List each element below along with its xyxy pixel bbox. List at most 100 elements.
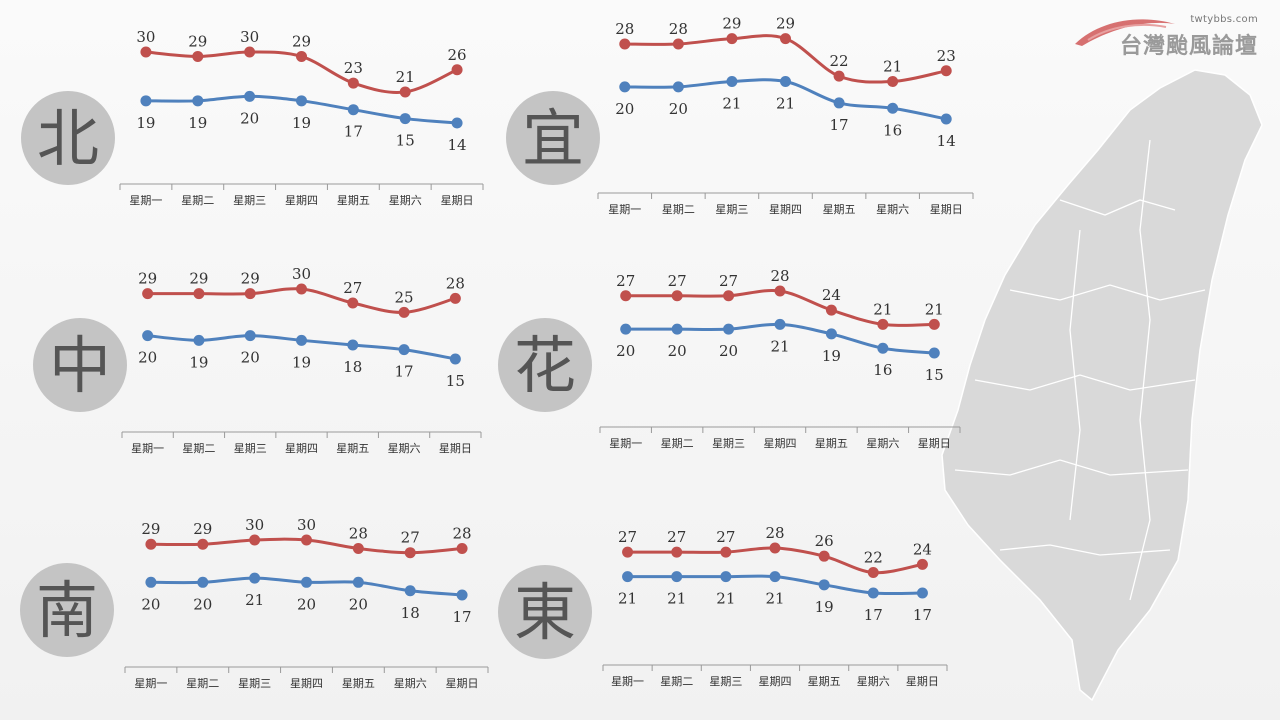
- data-label: 20: [668, 342, 687, 360]
- data-point: [249, 534, 261, 546]
- data-label: 17: [830, 116, 849, 134]
- x-tick-label: 星期六: [394, 677, 427, 690]
- data-label: 21: [770, 337, 789, 355]
- data-label: 27: [616, 272, 635, 290]
- data-label: 29: [189, 270, 208, 288]
- data-point: [818, 550, 830, 562]
- x-tick-label: 星期四: [759, 675, 792, 688]
- data-point: [940, 65, 952, 77]
- data-point: [456, 542, 468, 554]
- data-point: [145, 576, 157, 588]
- region-label: 中: [49, 329, 111, 402]
- data-point: [456, 589, 468, 601]
- data-label: 20: [719, 342, 738, 360]
- x-tick-label: 星期日: [930, 203, 963, 216]
- data-label: 28: [615, 20, 634, 38]
- region-circle: [506, 91, 600, 185]
- data-point: [193, 288, 205, 300]
- data-point: [769, 571, 781, 583]
- region-label: 花: [514, 329, 576, 402]
- data-point: [671, 546, 683, 558]
- x-tick-label: 星期二: [661, 437, 694, 450]
- data-label: 20: [297, 595, 316, 613]
- x-tick-label: 星期五: [337, 194, 370, 207]
- data-label: 27: [719, 272, 738, 290]
- data-label: 17: [395, 363, 414, 381]
- data-point: [301, 576, 312, 588]
- data-point: [399, 113, 411, 125]
- x-tick-label: 星期五: [815, 437, 848, 450]
- data-point: [142, 288, 154, 300]
- x-tick-label: 星期三: [712, 437, 745, 450]
- data-label: 30: [136, 28, 155, 46]
- data-point: [825, 304, 837, 316]
- data-point: [723, 323, 735, 335]
- x-tick-label: 星期四: [285, 194, 318, 207]
- map-island: [941, 69, 1263, 702]
- data-point: [451, 64, 463, 76]
- data-label: 15: [396, 132, 415, 150]
- data-point: [244, 330, 256, 342]
- data-label: 29: [141, 520, 160, 538]
- swoosh-icon: [1075, 19, 1175, 46]
- data-point: [833, 70, 845, 82]
- data-point: [352, 576, 364, 588]
- data-point: [244, 90, 256, 102]
- data-label: 22: [864, 549, 883, 567]
- data-label: 19: [292, 114, 311, 132]
- data-point: [867, 587, 879, 599]
- x-tick-label: 星期二: [181, 194, 214, 207]
- data-label: 20: [240, 109, 259, 127]
- data-point: [769, 542, 781, 554]
- data-label: 28: [770, 267, 789, 285]
- data-point: [619, 38, 631, 50]
- data-label: 15: [446, 372, 465, 390]
- map-border: [1059, 199, 1176, 216]
- x-tick-label: 星期日: [446, 677, 479, 690]
- map-border: [974, 374, 1196, 391]
- region-circle: [498, 565, 592, 659]
- x-tick-label: 星期五: [823, 203, 856, 216]
- data-point: [347, 104, 359, 116]
- data-label: 21: [722, 95, 741, 113]
- data-label: 16: [883, 121, 902, 139]
- data-point: [671, 323, 683, 335]
- data-point: [398, 306, 410, 318]
- data-label: 19: [188, 114, 207, 132]
- data-label: 29: [138, 270, 157, 288]
- data-point: [867, 567, 879, 579]
- data-label: 29: [776, 15, 795, 33]
- data-label: 29: [188, 32, 207, 50]
- data-label: 28: [446, 274, 465, 292]
- data-label: 27: [343, 279, 362, 297]
- data-label: 23: [344, 59, 363, 77]
- data-point: [672, 81, 684, 93]
- data-label: 20: [138, 349, 157, 367]
- x-tick-label: 星期四: [285, 442, 318, 455]
- x-tick-label: 星期二: [660, 675, 693, 688]
- x-tick-label: 星期六: [876, 203, 909, 216]
- data-point: [622, 571, 634, 583]
- region-circle: [20, 563, 114, 657]
- data-point: [244, 46, 256, 58]
- x-tick-label: 星期三: [234, 442, 267, 455]
- x-tick-label: 星期一: [609, 437, 642, 450]
- data-point: [347, 77, 359, 89]
- brand-url: twtybbs.com: [1190, 14, 1258, 25]
- data-label: 26: [815, 532, 834, 550]
- data-label: 29: [292, 32, 311, 50]
- x-tick-label: 星期一: [608, 203, 641, 216]
- data-point: [140, 46, 152, 58]
- x-tick-label: 星期三: [233, 194, 266, 207]
- x-tick-label: 星期日: [918, 437, 951, 450]
- data-point: [887, 76, 899, 87]
- data-point: [671, 571, 683, 583]
- region-circle: [21, 91, 115, 185]
- data-label: 29: [193, 520, 212, 538]
- data-label: 21: [245, 591, 264, 609]
- data-label: 21: [925, 300, 944, 318]
